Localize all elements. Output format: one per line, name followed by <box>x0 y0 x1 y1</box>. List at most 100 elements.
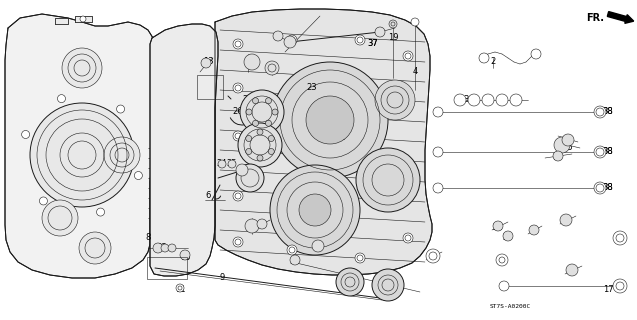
Text: 14: 14 <box>237 167 247 177</box>
Circle shape <box>405 53 411 59</box>
Text: 37: 37 <box>427 253 438 262</box>
Text: 38: 38 <box>603 108 613 116</box>
Circle shape <box>496 94 508 106</box>
Text: 38: 38 <box>603 183 613 193</box>
Bar <box>147 257 187 279</box>
Circle shape <box>411 18 419 26</box>
Circle shape <box>238 123 282 167</box>
Circle shape <box>30 103 134 207</box>
Circle shape <box>233 39 243 49</box>
Circle shape <box>246 135 252 141</box>
Circle shape <box>496 254 508 266</box>
Circle shape <box>433 107 443 117</box>
Circle shape <box>355 35 365 45</box>
Text: 12: 12 <box>247 60 257 69</box>
Circle shape <box>273 31 283 41</box>
Circle shape <box>265 61 279 75</box>
Circle shape <box>356 148 420 212</box>
Circle shape <box>375 27 385 37</box>
Text: 29: 29 <box>243 95 254 105</box>
Circle shape <box>236 164 264 192</box>
Circle shape <box>426 249 440 263</box>
Circle shape <box>161 244 169 252</box>
Circle shape <box>153 243 163 253</box>
Text: 22: 22 <box>493 223 503 233</box>
FancyArrow shape <box>607 12 634 23</box>
Text: 24: 24 <box>217 159 227 169</box>
Text: 38: 38 <box>603 183 613 193</box>
Text: 9: 9 <box>219 274 225 283</box>
Circle shape <box>355 253 365 263</box>
Circle shape <box>403 51 413 61</box>
Circle shape <box>531 49 541 59</box>
Circle shape <box>240 90 284 134</box>
Text: 1: 1 <box>340 133 345 142</box>
Text: 17: 17 <box>603 285 613 294</box>
Text: 15: 15 <box>552 154 562 163</box>
Circle shape <box>357 255 363 261</box>
Circle shape <box>80 16 86 22</box>
Text: 38: 38 <box>603 148 613 156</box>
Circle shape <box>246 148 252 155</box>
Circle shape <box>246 109 252 115</box>
Circle shape <box>168 244 176 252</box>
Circle shape <box>79 232 111 264</box>
Circle shape <box>403 233 413 243</box>
Circle shape <box>252 98 259 104</box>
Circle shape <box>245 219 259 233</box>
Circle shape <box>266 98 271 104</box>
Text: 19: 19 <box>388 34 398 43</box>
Circle shape <box>233 191 243 201</box>
Circle shape <box>482 94 494 106</box>
Circle shape <box>562 134 574 146</box>
Circle shape <box>553 151 563 161</box>
Circle shape <box>287 35 297 45</box>
Text: FR.: FR. <box>586 13 604 23</box>
Circle shape <box>336 268 364 296</box>
Text: 37: 37 <box>368 39 378 49</box>
Circle shape <box>268 135 275 141</box>
Circle shape <box>554 137 570 153</box>
Circle shape <box>290 255 300 265</box>
Text: 37: 37 <box>497 258 508 267</box>
Circle shape <box>236 164 248 176</box>
Circle shape <box>180 250 190 260</box>
Text: 38: 38 <box>603 108 613 116</box>
Circle shape <box>389 20 397 28</box>
Circle shape <box>272 109 278 115</box>
Circle shape <box>287 245 297 255</box>
Polygon shape <box>150 24 218 276</box>
Circle shape <box>594 106 606 118</box>
Circle shape <box>176 284 184 292</box>
Circle shape <box>357 37 363 43</box>
Circle shape <box>560 214 572 226</box>
Circle shape <box>201 58 211 68</box>
Polygon shape <box>215 9 432 275</box>
Circle shape <box>62 48 102 88</box>
Circle shape <box>468 94 480 106</box>
Circle shape <box>299 194 331 226</box>
Circle shape <box>228 160 236 168</box>
Text: 20: 20 <box>503 234 513 243</box>
Circle shape <box>529 225 539 235</box>
Circle shape <box>235 133 241 139</box>
Circle shape <box>270 165 360 255</box>
Polygon shape <box>75 16 92 22</box>
Circle shape <box>233 83 243 93</box>
Circle shape <box>233 237 243 247</box>
Circle shape <box>594 146 606 158</box>
Text: 13: 13 <box>203 58 213 67</box>
Text: 18: 18 <box>561 218 571 227</box>
Circle shape <box>503 231 513 241</box>
Circle shape <box>613 279 627 293</box>
Circle shape <box>22 131 29 139</box>
Text: 25: 25 <box>227 159 237 169</box>
Text: 21: 21 <box>248 223 258 233</box>
Text: 10: 10 <box>180 253 190 262</box>
Circle shape <box>289 37 295 43</box>
Text: 34: 34 <box>567 268 577 276</box>
Circle shape <box>218 160 226 168</box>
Circle shape <box>284 36 296 48</box>
Text: 37: 37 <box>427 253 438 262</box>
Circle shape <box>405 235 411 241</box>
